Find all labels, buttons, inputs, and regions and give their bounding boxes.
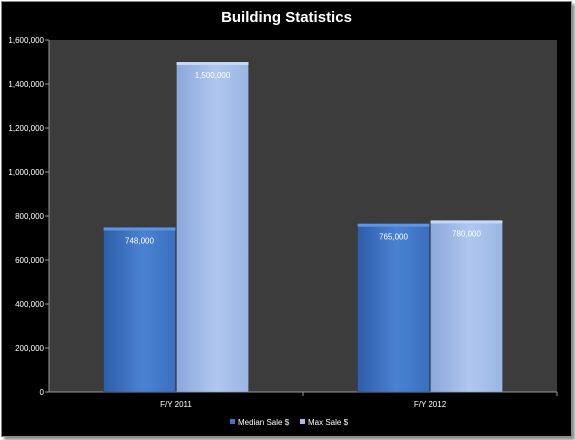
bar-top-highlight — [357, 223, 430, 227]
y-tick-label: 1,400,000 — [8, 80, 44, 89]
x-category-label: F/Y 2012 — [414, 400, 447, 409]
legend-swatch — [300, 419, 305, 424]
y-tick-label: 600,000 — [15, 256, 44, 265]
legend-swatch — [230, 419, 235, 424]
x-category-label: F/Y 2011 — [160, 400, 192, 409]
bar-top-highlight — [103, 227, 176, 231]
y-tick-label: 1,200,000 — [8, 124, 44, 133]
y-tick-label: 1,000,000 — [8, 168, 44, 177]
chart-title: Building Statistics — [221, 9, 352, 26]
data-label: 748,000 — [125, 236, 154, 245]
legend-label: Median Sale $ — [238, 418, 290, 427]
data-label: 780,000 — [452, 229, 481, 238]
data-label: 1,500,000 — [195, 71, 231, 80]
bar-top-highlight — [430, 220, 503, 224]
y-tick-label: 200,000 — [15, 344, 44, 353]
y-tick-label: 1,600,000 — [8, 36, 44, 45]
y-tick-label: 0 — [40, 388, 45, 397]
bar-top-highlight — [176, 62, 249, 65]
y-tick-label: 800,000 — [15, 212, 44, 221]
legend-label: Max Sale $ — [308, 418, 349, 427]
data-label: 765,000 — [379, 233, 408, 242]
bar-median-sale — [103, 227, 176, 393]
bar-max-sale — [176, 61, 249, 393]
bar-median-sale — [357, 223, 430, 393]
bar-max-sale — [430, 220, 503, 393]
y-tick-label: 400,000 — [15, 300, 44, 309]
